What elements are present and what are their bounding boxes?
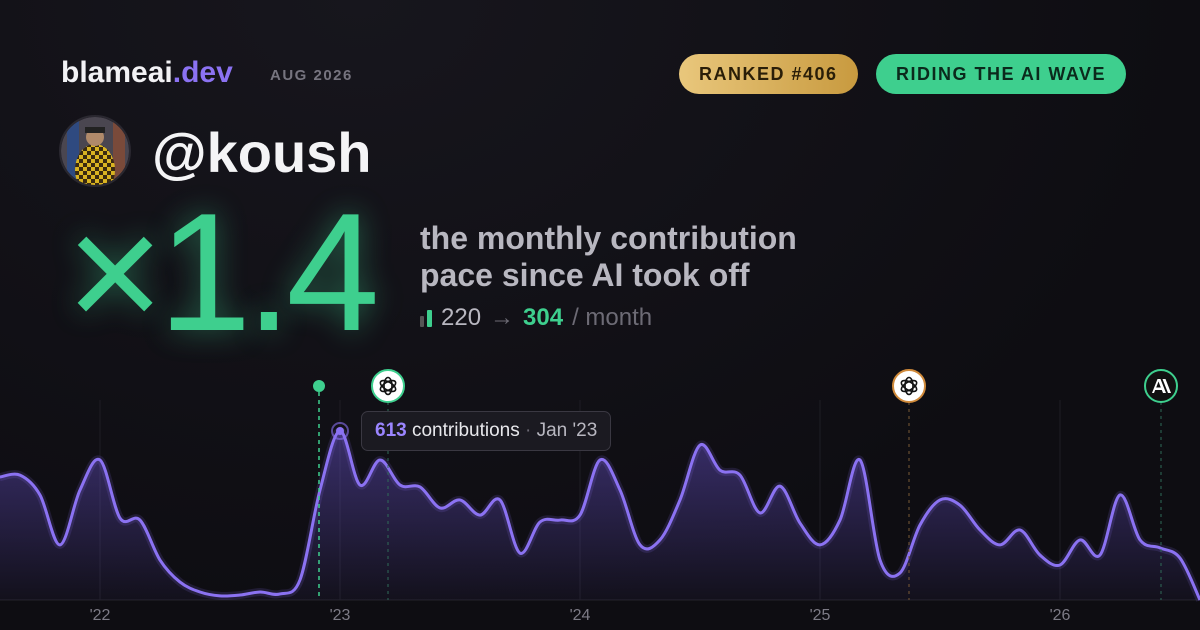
description-line: pace since AI took off [420, 257, 750, 293]
x-tick-label: '26 [1050, 607, 1071, 624]
tooltip-value: 613 [375, 420, 407, 441]
pace-before: 220 [441, 304, 482, 331]
handle: @koush [152, 121, 372, 184]
unit: / month [572, 304, 653, 331]
brand-suffix: .dev [172, 56, 233, 89]
event-dot [313, 380, 325, 392]
tooltip: 613 contributions · Jan '23 [361, 411, 612, 451]
tooltip-label: contributions [411, 420, 520, 441]
multiplier: ×1.4 [66, 178, 380, 366]
description-line: the monthly contribution [420, 220, 797, 256]
x-tick-label: '22 [90, 607, 111, 624]
status-badge: RIDING THE AI WAVE [876, 54, 1127, 94]
pace-after: 304 [523, 304, 564, 331]
period: AUG 2026 [270, 67, 353, 84]
highlight-point [336, 427, 344, 436]
brand-name: blameai [61, 56, 173, 89]
x-tick-label: '24 [570, 607, 591, 624]
brand: blameai.dev [61, 56, 233, 90]
x-tick-label: '23 [330, 607, 351, 624]
arrow: → [490, 304, 515, 331]
openai-icon [892, 369, 926, 403]
anthropic-icon [1144, 369, 1178, 403]
avatar [59, 115, 131, 187]
line [0, 429, 1200, 601]
area-fill [0, 430, 1200, 600]
pace-stats: 220 → 304 / month [420, 304, 652, 332]
tooltip-date: Jan '23 [536, 420, 598, 441]
openai-icon [371, 369, 405, 403]
description: the monthly contribution pace since AI t… [420, 220, 797, 294]
highlight-ring [331, 422, 349, 441]
separator: · [525, 420, 532, 441]
rank-badge: RANKED #406 [679, 54, 858, 94]
pace-icon [420, 309, 432, 327]
x-tick-label: '25 [810, 607, 831, 624]
